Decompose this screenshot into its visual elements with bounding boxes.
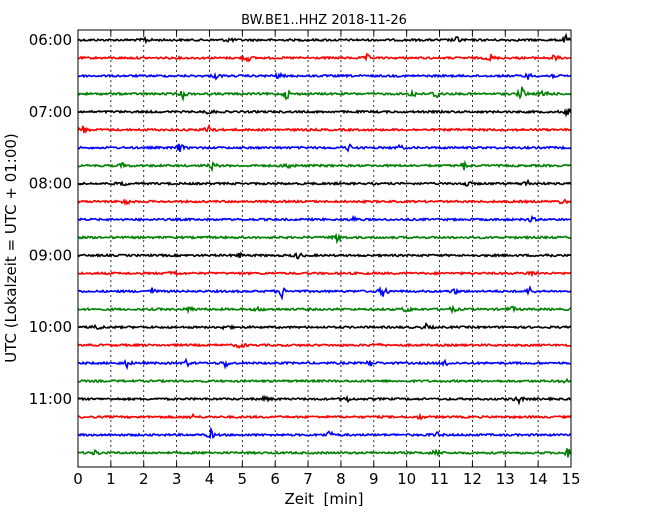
x-tick-label: 12 [463,470,482,488]
trace-1000 [77,322,572,331]
x-axis-label: Zeit [min] [284,490,363,508]
y-tick-label: 10:00 [29,318,72,336]
x-tick-label: 1 [106,470,116,488]
trace-0715 [77,123,572,135]
y-axis-ticks: 06:00 07:00 08:00 09:00 10:00 11:00 [29,31,571,408]
x-tick-label: 10 [397,470,416,488]
trace-1045 [77,377,572,384]
trace-0700 [77,107,572,118]
x-tick-label: 4 [205,470,215,488]
x-tick-label: 11 [430,470,449,488]
trace-0630 [77,71,572,81]
trace-0845 [77,232,572,245]
trace-0930 [77,284,572,301]
trace-1030 [77,357,572,371]
x-tick-label: 0 [73,470,83,488]
x-axis-ticks: 0 1 2 3 4 5 6 7 8 9 10 11 12 13 14 15 [73,30,581,488]
trace-0900 [77,251,572,260]
trace-1100 [77,394,572,406]
x-tick-label: 9 [369,470,379,488]
x-tick-label: 7 [303,470,313,488]
x-tick-label: 13 [496,470,515,488]
y-tick-label: 07:00 [29,103,72,121]
trace-0830 [77,214,572,223]
x-tick-label: 2 [139,470,149,488]
y-tick-label: 08:00 [29,175,72,193]
trace-0615 [77,52,572,63]
x-tick-label: 15 [561,470,580,488]
trace-0745 [77,159,572,173]
y-tick-label: 09:00 [29,246,72,264]
trace-0645 [77,86,572,102]
chart-title: BW.BE1..HHZ 2018-11-26 [241,13,407,28]
trace-1115 [77,412,572,421]
x-tick-label: 8 [336,470,346,488]
trace-0600 [77,32,572,45]
x-tick-label: 6 [270,470,280,488]
x-tick-label: 14 [529,470,548,488]
trace-group [77,32,572,458]
trace-0915 [77,269,572,278]
y-tick-label: 11:00 [29,390,72,408]
trace-1145 [77,448,572,458]
trace-0800 [77,178,572,187]
trace-0815 [77,198,572,207]
vertical-gridlines [110,30,539,467]
trace-1130 [77,426,572,440]
y-tick-label: 06:00 [29,31,72,49]
y-axis-label: UTC (Lokalzeit = UTC + 01:00) [2,133,20,363]
x-tick-label: 3 [172,470,182,488]
x-tick-label: 5 [238,470,248,488]
trace-1015 [77,342,572,350]
trace-0945 [77,304,572,315]
trace-0730 [77,143,572,153]
plot-frame [77,29,572,468]
